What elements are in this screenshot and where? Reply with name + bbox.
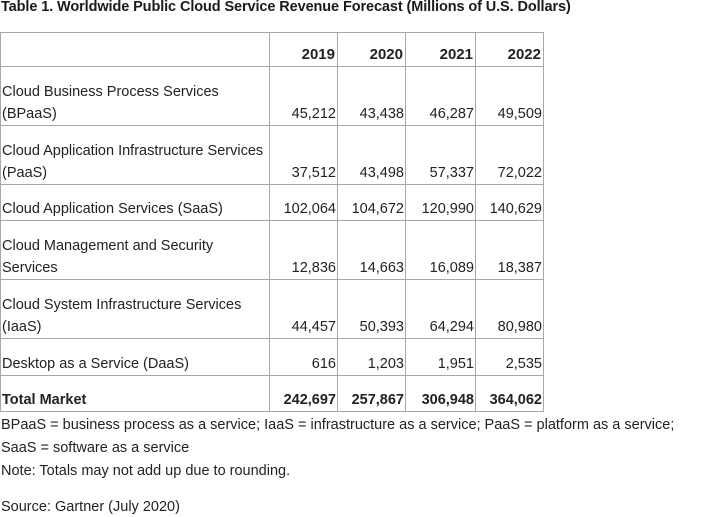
value-cell: 12,836 bbox=[269, 220, 338, 280]
value-cell: 120,990 bbox=[405, 184, 476, 221]
total-value-cell: 306,948 bbox=[405, 375, 476, 412]
value-cell: 43,438 bbox=[337, 66, 406, 126]
row-label: Desktop as a Service (DaaS) bbox=[0, 338, 270, 376]
rounding-note: Note: Totals may not add up due to round… bbox=[1, 463, 291, 479]
value-cell: 50,393 bbox=[337, 279, 406, 339]
revenue-forecast-table: 2019 2020 2021 2022 Cloud Business Proce… bbox=[0, 32, 544, 412]
table-row: Cloud Application Infrastructure Service… bbox=[0, 125, 544, 185]
total-label: Total Market bbox=[0, 375, 270, 412]
source-note: Source: Gartner (July 2020) bbox=[1, 499, 180, 515]
value-cell: 102,064 bbox=[269, 184, 338, 221]
table-row: Cloud Management and Security Services 1… bbox=[0, 220, 544, 280]
value-cell: 57,337 bbox=[405, 125, 476, 185]
value-cell: 16,089 bbox=[405, 220, 476, 280]
table-title: Table 1. Worldwide Public Cloud Service … bbox=[1, 0, 571, 15]
header-year-2019: 2019 bbox=[269, 32, 338, 67]
value-cell: 46,287 bbox=[405, 66, 476, 126]
header-row: 2019 2020 2021 2022 bbox=[0, 32, 544, 67]
header-label-cell bbox=[0, 32, 270, 67]
value-cell: 80,980 bbox=[475, 279, 544, 339]
table-row: Cloud System Infrastructure Services (Ia… bbox=[0, 279, 544, 339]
value-cell: 43,498 bbox=[337, 125, 406, 185]
value-cell: 64,294 bbox=[405, 279, 476, 339]
value-cell: 18,387 bbox=[475, 220, 544, 280]
value-cell: 1,951 bbox=[405, 338, 476, 376]
total-row: Total Market 242,697 257,867 306,948 364… bbox=[0, 375, 544, 412]
row-label: Cloud Application Services (SaaS) bbox=[0, 184, 270, 221]
value-cell: 2,535 bbox=[475, 338, 544, 376]
total-value-cell: 257,867 bbox=[337, 375, 406, 412]
row-label: Cloud Management and Security Services bbox=[0, 220, 270, 280]
table-row: Desktop as a Service (DaaS) 616 1,203 1,… bbox=[0, 338, 544, 376]
value-cell: 616 bbox=[269, 338, 338, 376]
table-row: Cloud Application Services (SaaS) 102,06… bbox=[0, 184, 544, 221]
total-value-cell: 364,062 bbox=[475, 375, 544, 412]
row-label: Cloud Application Infrastructure Service… bbox=[0, 125, 270, 185]
row-label: Cloud Business Process Services (BPaaS) bbox=[0, 66, 270, 126]
value-cell: 140,629 bbox=[475, 184, 544, 221]
row-label: Cloud System Infrastructure Services (Ia… bbox=[0, 279, 270, 339]
abbreviations-note: BPaaS = business process as a service; I… bbox=[1, 417, 675, 456]
value-cell: 72,022 bbox=[475, 125, 544, 185]
value-cell: 104,672 bbox=[337, 184, 406, 221]
value-cell: 45,212 bbox=[269, 66, 338, 126]
value-cell: 44,457 bbox=[269, 279, 338, 339]
header-year-2020: 2020 bbox=[337, 32, 406, 67]
total-value-cell: 242,697 bbox=[269, 375, 338, 412]
table-notes: BPaaS = business process as a service; I… bbox=[1, 414, 705, 483]
header-year-2022: 2022 bbox=[475, 32, 544, 67]
value-cell: 1,203 bbox=[337, 338, 406, 376]
value-cell: 49,509 bbox=[475, 66, 544, 126]
header-year-2021: 2021 bbox=[405, 32, 476, 67]
table-row: Cloud Business Process Services (BPaaS) … bbox=[0, 66, 544, 126]
value-cell: 37,512 bbox=[269, 125, 338, 185]
value-cell: 14,663 bbox=[337, 220, 406, 280]
